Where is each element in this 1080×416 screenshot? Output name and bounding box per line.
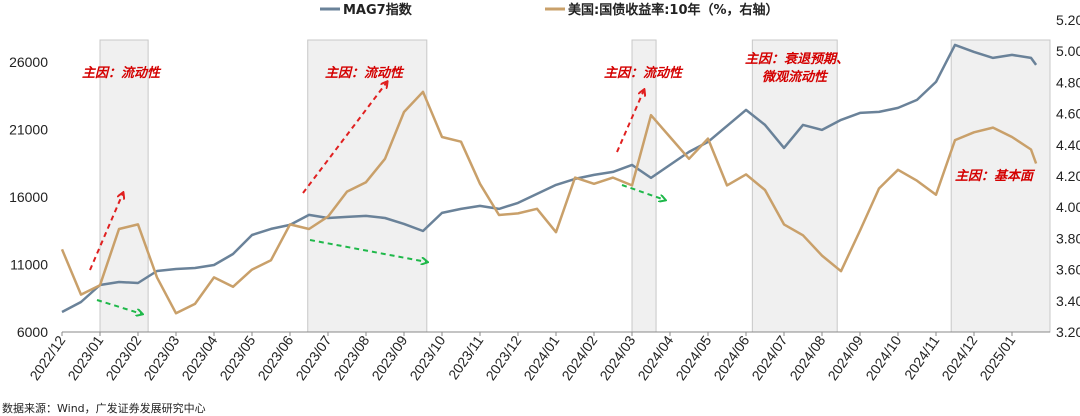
shaded-period [631, 39, 657, 333]
right-y-tick-label: 3.80 [1056, 230, 1080, 246]
annotation-liquidity-2: 主因：流动性 [325, 65, 405, 81]
right-y-tick-label: 3.20 [1056, 324, 1080, 340]
x-tick-label: 2024/06 [710, 332, 752, 383]
red-up-arrow [616, 90, 644, 153]
annotation-recession-line1: 主因：衰退预期、 [745, 51, 849, 67]
green-down-arrow [96, 299, 142, 314]
x-tick-label: 2024/01 [520, 332, 562, 383]
legend-label-ust10y: 美国:国债收益率:10年（%，右轴） [568, 2, 779, 18]
x-tick-label: 2023/03 [140, 332, 182, 383]
green-down-arrow [621, 184, 665, 200]
x-tick-label: 2023/08 [330, 332, 372, 383]
mag7-index-line [61, 43, 1038, 314]
x-tick-label: 2023/12 [482, 332, 524, 383]
right-y-tick-label: 5.20 [1056, 12, 1080, 28]
left-y-tick-label: 21000 [9, 121, 48, 137]
left-y-tick-label: 16000 [9, 189, 48, 205]
x-tick-label: 2024/12 [938, 332, 980, 383]
x-tick-label: 2023/01 [64, 332, 106, 383]
right-y-tick-label: 5.00 [1056, 43, 1080, 59]
left-y-ticks: 6000 11000 16000 21000 26000 [9, 54, 48, 340]
shaded-period [751, 39, 838, 333]
shaded-period [307, 39, 428, 333]
x-tick-label: 2024/04 [634, 332, 676, 383]
x-tick-label: 2024/07 [748, 332, 790, 383]
shaded-periods [99, 39, 1051, 333]
source-note: 数据来源：Wind，广发证券发展研究中心 [2, 401, 206, 415]
annotation-liquidity-1: 主因：流动性 [82, 65, 162, 81]
x-tick-label: 2025/01 [976, 332, 1018, 383]
x-tick-label: 2024/10 [862, 332, 904, 383]
annotation-liquidity-3: 主因：流动性 [604, 65, 684, 81]
right-y-ticks: 3.20 3.40 3.60 3.80 4.00 4.20 4.40 4.60 4.80 5.00… [1056, 12, 1080, 340]
legend: MAG7指数 美国:国债收益率:10年（%，右轴） [320, 2, 779, 18]
right-y-tick-label: 3.40 [1056, 293, 1080, 309]
x-tick-label: 2024/09 [824, 332, 866, 383]
right-y-tick-label: 3.60 [1056, 262, 1080, 278]
x-tick-label: 2024/02 [558, 332, 600, 383]
x-tick-label: 2024/11 [901, 332, 943, 382]
annotation-recession-line2: 微观流动性 [762, 69, 829, 85]
right-y-tick-label: 4.60 [1056, 106, 1080, 122]
right-y-tick-label: 4.20 [1056, 168, 1080, 184]
legend-label-mag7: MAG7指数 [343, 2, 413, 18]
x-tick-label: 2023/05 [216, 332, 258, 383]
x-tick-label: 2023/10 [406, 332, 448, 383]
x-tick-label: 2024/08 [786, 332, 828, 383]
left-y-tick-label: 6000 [17, 324, 48, 340]
x-tick-label: 2023/04 [178, 332, 220, 383]
x-tick-label: 2024/03 [596, 332, 638, 383]
x-tick-label: 2024/05 [672, 332, 714, 383]
ust10y-yield-line [60, 90, 1038, 315]
right-y-tick-label: 4.00 [1056, 199, 1080, 215]
shaded-period [99, 39, 149, 333]
series-lines [60, 43, 1038, 315]
green-down-arrow [309, 239, 427, 262]
x-tick-label: 2023/02 [102, 332, 144, 383]
x-tick-label: 2023/11 [445, 332, 487, 382]
shaded-period [950, 39, 1051, 333]
left-y-tick-label: 26000 [9, 54, 48, 70]
red-up-arrow [89, 193, 123, 271]
x-ticks: 2022/122023/012023/022023/032023/042023/… [26, 332, 1019, 383]
right-y-tick-label: 4.80 [1056, 74, 1080, 90]
x-tick-label: 2023/06 [254, 332, 296, 383]
right-y-tick-label: 4.40 [1056, 137, 1080, 153]
annotation-arrows [89, 82, 665, 314]
left-y-tick-label: 11000 [10, 256, 48, 272]
x-tick-label: 2023/09 [368, 332, 410, 383]
annotation-fundamentals: 主因：基本面 [955, 168, 1036, 184]
x-tick-label: 2023/07 [292, 332, 334, 383]
